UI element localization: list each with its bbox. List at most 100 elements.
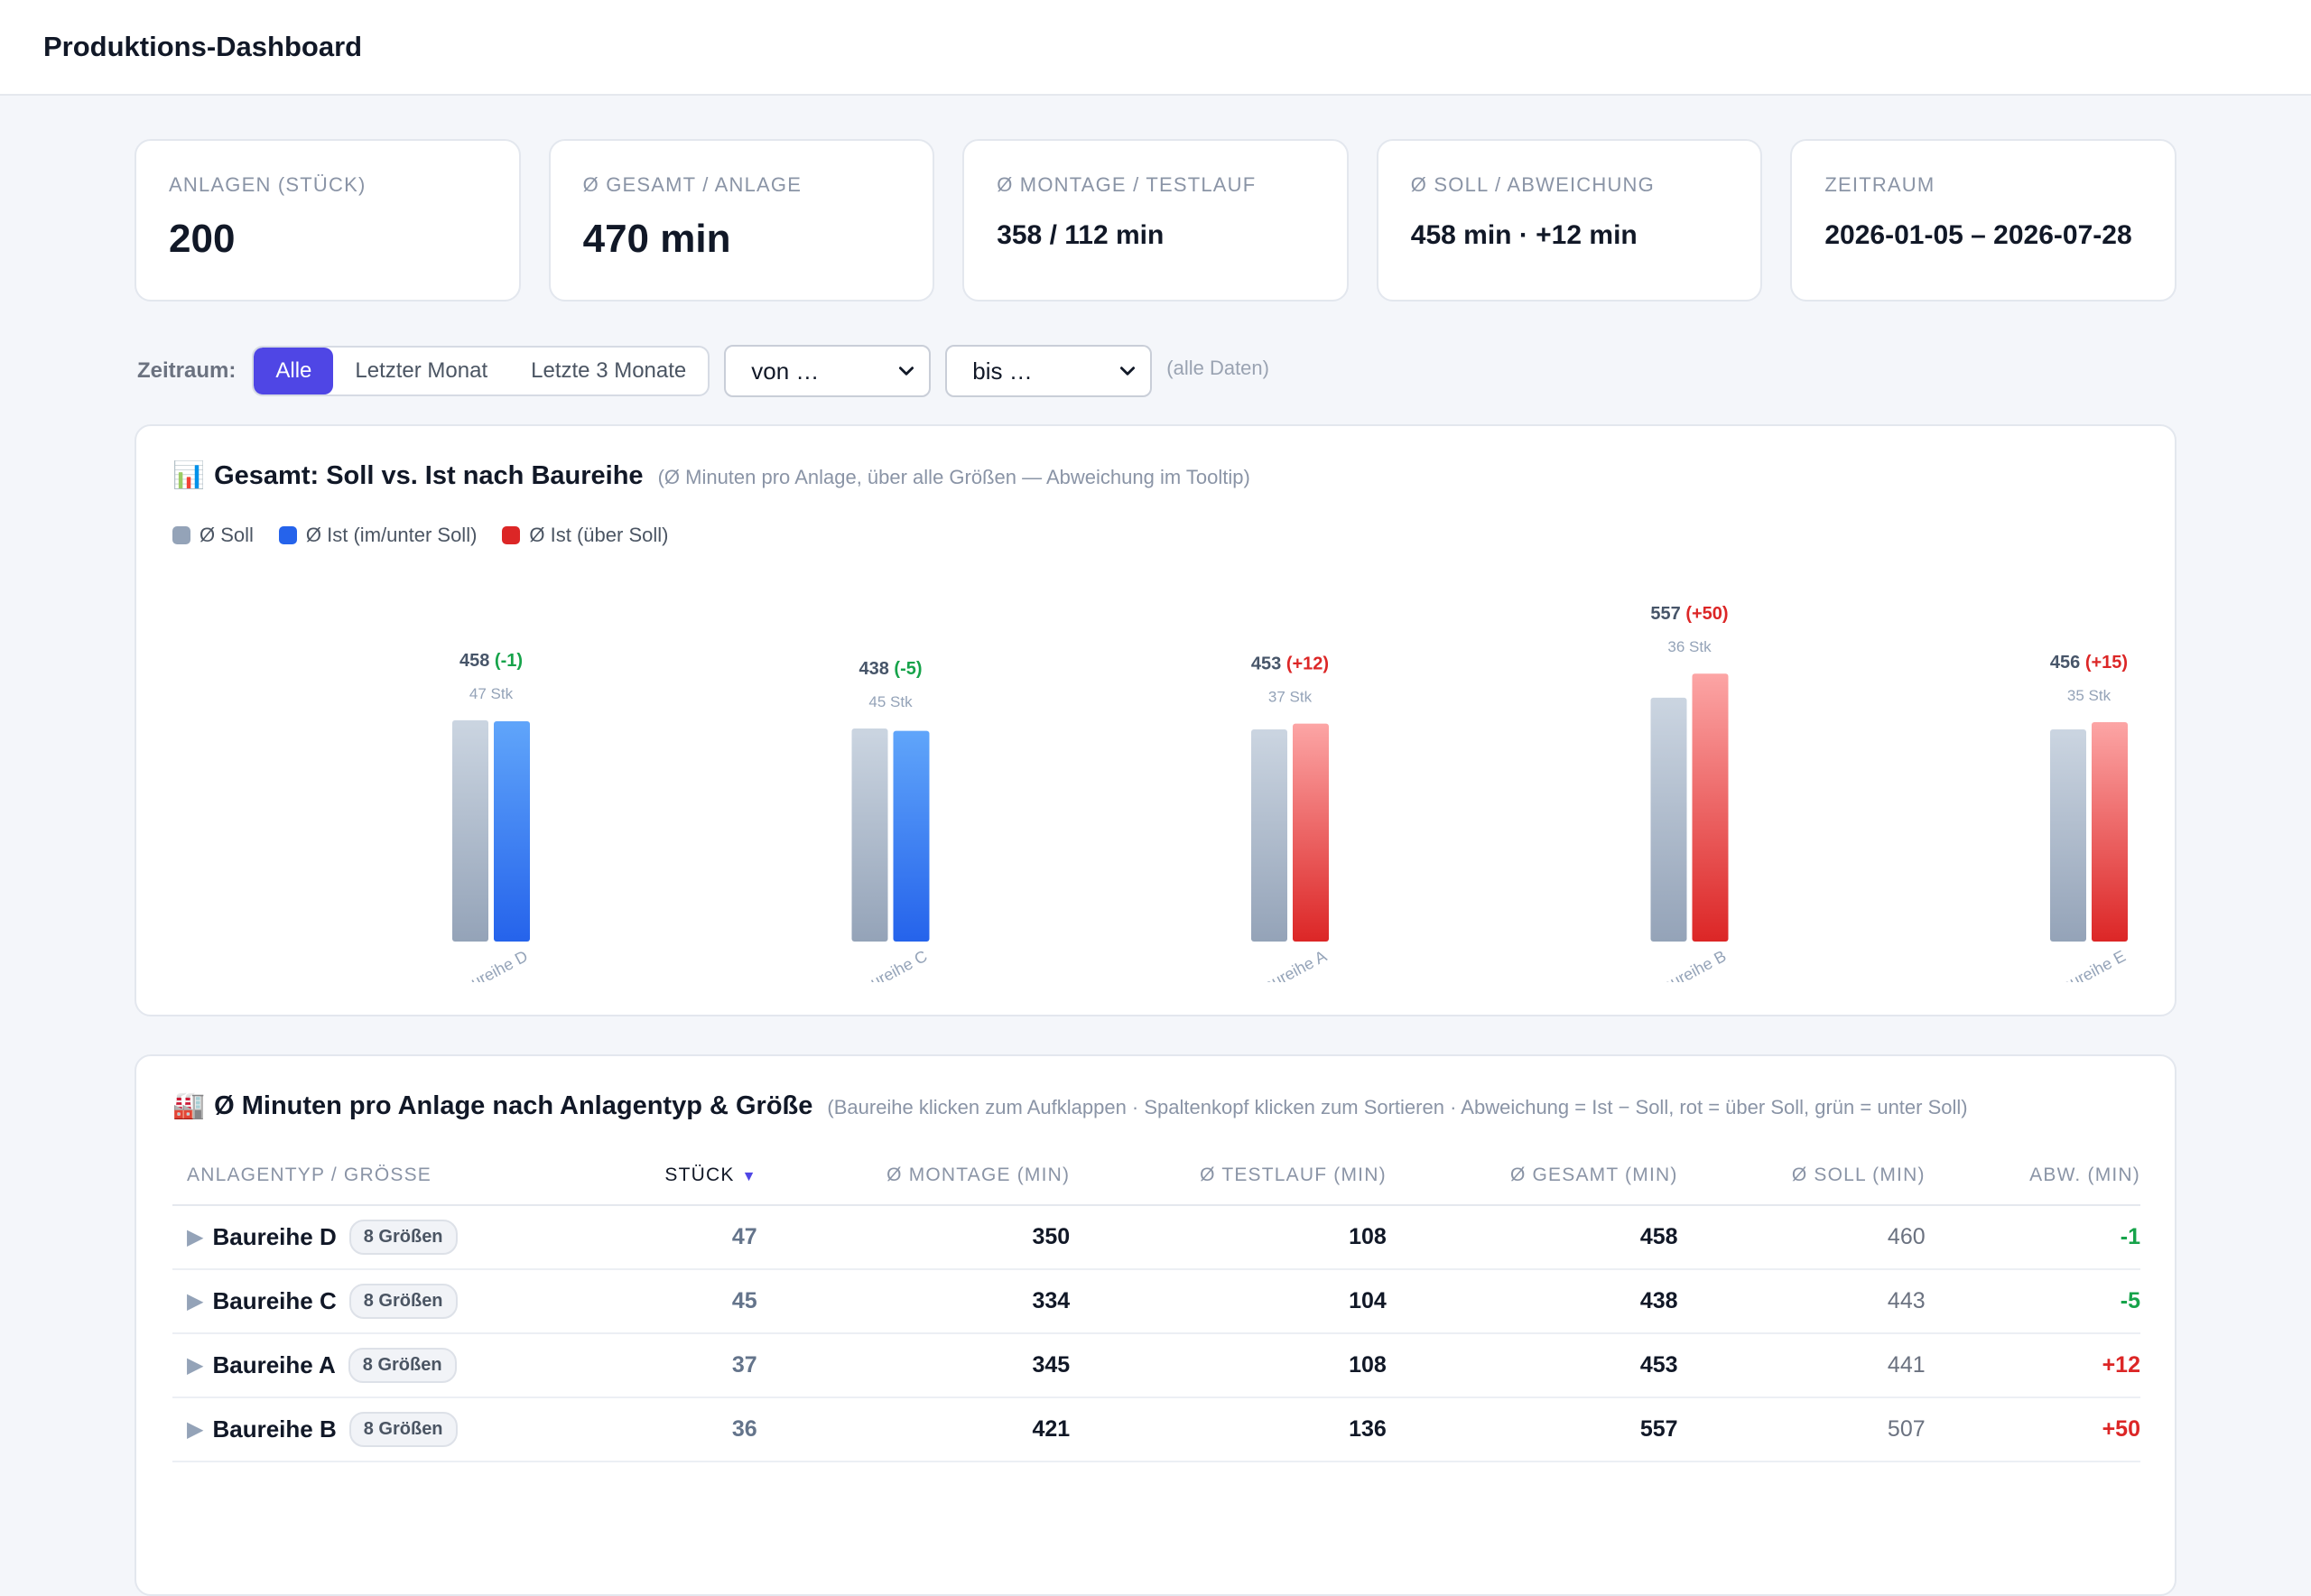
period-option-alle[interactable]: Alle: [254, 348, 334, 394]
cell-stueck: 47: [731, 1224, 757, 1249]
bar-soll: [452, 719, 488, 942]
cell-testlauf: 104: [1349, 1288, 1387, 1313]
legend-item-soll: Ø Soll: [172, 524, 254, 547]
x-tick-label: Baureihe C: [849, 947, 930, 1001]
bar-ist: [1293, 723, 1329, 942]
kpi-label: Anlagen (Stück): [169, 173, 367, 196]
x-tick-label: Baureihe E: [2049, 947, 2129, 1000]
cell-abweichung: -5: [2120, 1288, 2140, 1313]
cell-testlauf: 108: [1349, 1224, 1387, 1249]
col-header-montage[interactable]: Ø Montage (min): [886, 1165, 1071, 1185]
period-segmented-control: Alle Letzter Monat Letzte 3 Monate: [252, 346, 710, 396]
cell-soll: 441: [1887, 1352, 1926, 1378]
to-date-value: bis …: [972, 357, 1033, 385]
kpi-card-gesamt: Ø Gesamt / Anlage 470 min: [548, 139, 935, 302]
from-date-select[interactable]: von …: [724, 345, 932, 397]
bar-value-label: 458 (-1): [459, 651, 523, 671]
cell-stueck: 36: [731, 1416, 757, 1442]
expand-caret-icon[interactable]: ▶: [187, 1353, 204, 1378]
expand-caret-icon[interactable]: ▶: [187, 1417, 204, 1442]
kpi-card-anlagen: Anlagen (Stück) 200: [135, 139, 521, 302]
period-option-letzte-3-monate[interactable]: Letzte 3 Monate: [531, 358, 687, 383]
factory-icon: 🏭: [172, 1091, 206, 1120]
sort-desc-icon: ▼: [741, 1169, 757, 1184]
kpi-card-soll-abweichung: Ø Soll / Abweichung 458 min · +12 min: [1376, 139, 1763, 302]
top-bar: Produktions-Dashboard: [0, 0, 2311, 96]
col-header-soll[interactable]: Ø Soll (min): [1791, 1165, 1926, 1185]
chevron-down-icon: [899, 367, 914, 376]
cell-stueck: 37: [731, 1352, 757, 1378]
cell-abweichung: +12: [2102, 1352, 2140, 1378]
bar-count-label: 36 Stk: [1667, 638, 1712, 655]
bar-count-label: 37 Stk: [1268, 689, 1313, 706]
kpi-value: 358 / 112 min: [997, 220, 1165, 250]
bar-ist: [1692, 673, 1729, 942]
bar-count-label: 47 Stk: [469, 685, 514, 702]
bar-value-label: 453 (+12): [1251, 654, 1329, 674]
kpi-card-montage-testlauf: Ø Montage / Testlauf 358 / 112 min: [962, 139, 1349, 302]
kpi-label: Zeitraum: [1824, 173, 1935, 196]
size-count-badge: 8 Größen: [348, 1348, 457, 1383]
size-count-badge: 8 Größen: [348, 1220, 458, 1255]
col-header-gesamt[interactable]: Ø Gesamt (min): [1509, 1165, 1678, 1185]
deviation-text: (+12): [1286, 654, 1329, 674]
bar-value-label: 438 (-5): [859, 659, 922, 679]
expand-caret-icon[interactable]: ▶: [187, 1225, 204, 1249]
cell-abweichung: +50: [2102, 1416, 2140, 1442]
value-text: 453: [1251, 654, 1286, 674]
deviation-text: (+50): [1685, 604, 1728, 624]
to-date-select[interactable]: bis …: [945, 345, 1153, 397]
table-subtitle: (Baureihe klicken zum Aufklappen · Spalt…: [827, 1096, 1968, 1118]
legend-label: Ø Ist (über Soll): [529, 524, 669, 546]
cell-montage: 350: [1032, 1224, 1071, 1249]
from-date-value: von …: [751, 357, 820, 385]
legend-swatch-ist-ok: [278, 526, 297, 544]
soll-ist-bar-chart: 458 (-1) 47 Stk Baureihe D 438 (-5) 45 Stk Ba…: [450, 604, 2129, 1001]
col-header-abweichung[interactable]: Abw. (min): [2029, 1165, 2140, 1185]
col-header-stueck[interactable]: Stück ▼: [567, 1165, 757, 1186]
cell-montage: 345: [1032, 1352, 1071, 1378]
kpi-value: 470 min: [582, 217, 731, 261]
table-row[interactable]: ▶ Baureihe A 8 Größen 37 345 108 453 441…: [172, 1334, 2140, 1398]
value-text: 557: [1650, 604, 1685, 624]
bar-chart-icon: 📊: [172, 461, 206, 490]
cell-testlauf: 136: [1349, 1416, 1387, 1442]
table-row[interactable]: ▶ Baureihe B 8 Größen 36 421 136 557 507…: [172, 1398, 2140, 1462]
baureihe-table: Anlagentyp / Größe Stück ▼ Ø Montage (min…: [172, 1146, 2140, 1462]
cell-soll: 507: [1887, 1416, 1926, 1442]
cell-soll: 443: [1887, 1288, 1926, 1313]
filter-label: Zeitraum:: [137, 358, 237, 383]
bar-soll: [851, 728, 888, 942]
kpi-value: 458 min · +12 min: [1410, 220, 1638, 250]
value-text: 458: [459, 651, 495, 671]
bar-soll: [1650, 697, 1687, 942]
cell-gesamt: 438: [1639, 1288, 1678, 1313]
col-header-anlagentyp[interactable]: Anlagentyp / Größe: [187, 1165, 432, 1185]
col-header-testlauf[interactable]: Ø Testlauf (min): [1200, 1165, 1387, 1185]
size-count-badge: 8 Größen: [348, 1284, 458, 1319]
col-header-label: Stück: [664, 1165, 735, 1185]
x-tick-label: Baureihe B: [1649, 947, 1729, 1000]
table-row[interactable]: ▶ Baureihe C 8 Größen 45 334 104 438 443…: [172, 1270, 2140, 1334]
period-filter: Zeitraum: Alle Letzter Monat Letzte 3 Mo…: [135, 345, 2176, 397]
period-option-letzter-monat[interactable]: Letzter Monat: [355, 358, 488, 383]
row-name-cell: ▶ Baureihe B 8 Größen: [172, 1412, 567, 1447]
cell-gesamt: 458: [1639, 1224, 1678, 1249]
kpi-card-zeitraum: Zeitraum 2026-01-05 – 2026-07-28: [1790, 139, 2176, 302]
cell-gesamt: 557: [1639, 1416, 1678, 1442]
bar-soll: [2050, 729, 2086, 942]
legend-item-ist-ok: Ø Ist (im/unter Soll): [278, 524, 477, 547]
expand-caret-icon[interactable]: ▶: [187, 1289, 204, 1313]
table-row[interactable]: ▶ Baureihe D 8 Größen 47 350 108 458 460…: [172, 1206, 2140, 1270]
chart-title: Gesamt: Soll vs. Ist nach Baureihe: [214, 461, 644, 490]
kpi-value: 200: [169, 217, 236, 261]
table-card: 🏭 Ø Minuten pro Anlage nach Anlagentyp &…: [135, 1054, 2176, 1596]
chart-card: 458 (-1) 47 Stk Baureihe D 438 (-5) 45 Stk Ba…: [135, 424, 2176, 1016]
legend-swatch-ist-over: [502, 526, 521, 544]
deviation-text: (+15): [2085, 653, 2128, 673]
row-name: Baureihe D: [212, 1223, 337, 1250]
cell-testlauf: 108: [1349, 1352, 1387, 1378]
row-name: Baureihe C: [212, 1287, 337, 1314]
legend-swatch-soll: [172, 526, 190, 544]
filter-note: (alle Daten): [1166, 357, 1269, 379]
